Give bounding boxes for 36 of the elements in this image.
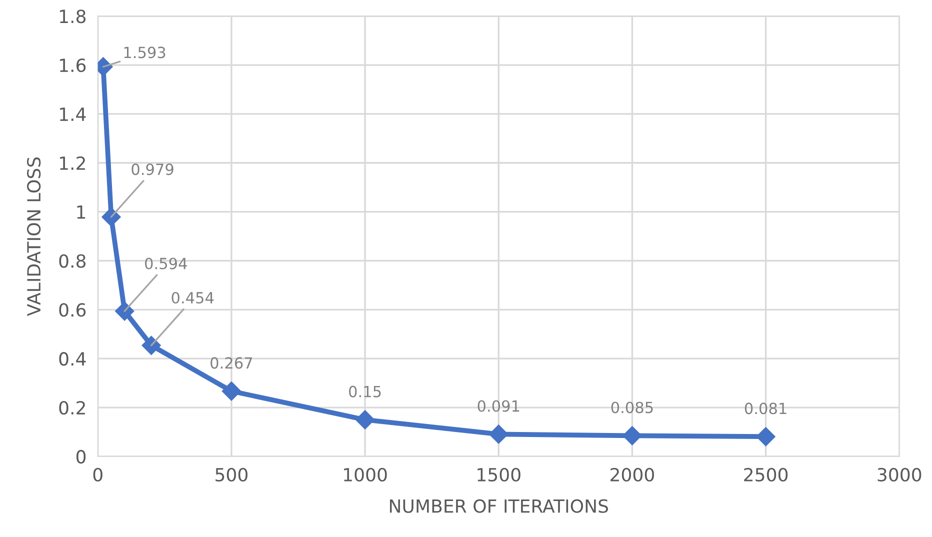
x-tick-label: 2500 — [744, 468, 788, 482]
data-label: 0.454 — [172, 292, 214, 304]
data-label: 0.085 — [611, 402, 653, 414]
data-label: 0.091 — [478, 400, 520, 412]
data-label: 0.081 — [744, 402, 786, 414]
y-axis-title: VALIDATION LOSS — [26, 157, 41, 316]
data-label: 0.594 — [145, 258, 187, 270]
x-tick-label: 2000 — [610, 468, 654, 482]
data-label: 0.15 — [349, 386, 381, 398]
data-label: 0.979 — [132, 164, 174, 176]
x-tick-label: 1000 — [344, 468, 387, 482]
point — [756, 427, 776, 446]
y-tick-label: 0.8 — [59, 254, 86, 268]
point — [356, 410, 375, 430]
y-tick-label: 1.8 — [60, 10, 86, 24]
point — [622, 426, 642, 446]
point — [102, 207, 121, 226]
data-label: 0.267 — [210, 357, 252, 369]
data-label: 1.593 — [124, 46, 166, 58]
y-tick-label: 0 — [76, 450, 86, 464]
y-tick-label: 1.2 — [60, 156, 85, 170]
x-tick-label: 3000 — [878, 468, 922, 482]
y-tick-label: 1.6 — [60, 58, 86, 72]
point — [222, 382, 241, 401]
x-tick-label: 500 — [216, 468, 248, 482]
point — [142, 336, 161, 355]
point — [489, 424, 508, 444]
x-axis-title: NUMBER OF ITERATIONS — [390, 499, 608, 513]
y-tick-label: 0.2 — [59, 400, 85, 415]
x-tick-label: 0 — [93, 468, 102, 482]
y-tick-label: 1.4 — [60, 108, 86, 121]
point — [115, 302, 134, 321]
y-tick-label: 1 — [77, 206, 86, 219]
y-tick-label: 0.6 — [59, 303, 86, 317]
x-tick-label: 1500 — [478, 468, 520, 482]
y-tick-label: 0.4 — [59, 352, 86, 366]
